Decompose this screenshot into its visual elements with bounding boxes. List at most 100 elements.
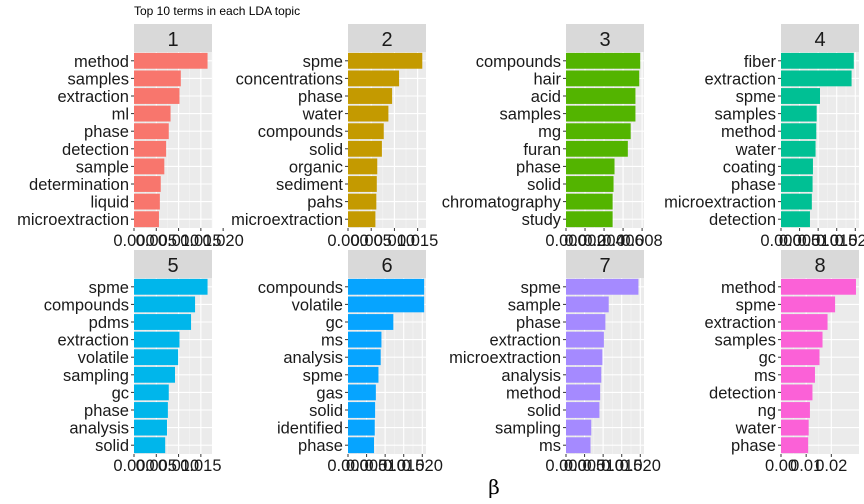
- term-label: detection: [709, 384, 776, 402]
- x-axis-label: β: [488, 475, 500, 499]
- x-tick-label: 0.01: [790, 457, 822, 475]
- bar-water: [781, 140, 816, 157]
- x-tick-label: 0.015: [601, 457, 642, 475]
- bar-extraction: [134, 88, 180, 104]
- bar-liquid: [134, 193, 160, 210]
- term-label: volatile: [292, 296, 343, 314]
- bar-water: [348, 105, 389, 122]
- bar-sample: [566, 296, 609, 313]
- facet-panels: 1methodsamplesextractionmlphasedetection…: [17, 24, 864, 475]
- term-label: water: [735, 420, 777, 438]
- x-tick-label: 0.000: [545, 457, 586, 475]
- facet-strip: [134, 24, 212, 52]
- bar-chromatography: [566, 193, 613, 210]
- bar-microextraction: [134, 211, 159, 228]
- x-tick-label: 0.015: [180, 457, 221, 475]
- term-label: gc: [759, 349, 776, 367]
- x-tick-label: 0.015: [816, 232, 857, 250]
- x-tick-label: 0.000: [113, 457, 154, 475]
- bar-acid: [566, 88, 636, 104]
- bar-analysis: [348, 349, 381, 366]
- term-label: phase: [731, 176, 776, 194]
- x-tick-label: 0.000: [113, 232, 154, 250]
- bar-microextraction: [348, 211, 376, 228]
- bar-phase: [348, 437, 374, 454]
- facet-strip: [781, 24, 859, 52]
- x-tick-label: 0.020: [620, 457, 661, 475]
- term-label: determination: [29, 176, 129, 194]
- bar-compounds: [566, 52, 641, 69]
- x-tick-label: 0.020: [835, 232, 864, 250]
- term-label: organic: [289, 158, 343, 176]
- term-label: spme: [736, 88, 776, 106]
- bar-detection: [134, 140, 167, 157]
- term-label: samples: [68, 70, 129, 88]
- term-label: pdms: [89, 314, 129, 332]
- facet-strip: [134, 250, 212, 278]
- bar-fiber: [781, 52, 854, 69]
- term-label: phase: [84, 123, 129, 141]
- term-label: samples: [500, 106, 561, 124]
- term-label: water: [302, 106, 344, 124]
- term-label: sediment: [276, 176, 343, 194]
- facet-panel-6: 6 compoundsvolatilegcmsanalysisspmegassol…: [258, 250, 443, 475]
- facet-strip: [348, 250, 426, 278]
- term-label: compounds: [476, 53, 561, 71]
- bar-samples: [134, 70, 181, 87]
- facet-strip-label: 6: [381, 255, 392, 277]
- bar-gc: [134, 384, 169, 401]
- facet-strip: [348, 24, 426, 52]
- bar-extraction: [134, 331, 180, 348]
- x-tick-label: 0.000: [327, 232, 368, 250]
- term-label: chromatography: [442, 194, 562, 212]
- term-label: ms: [539, 437, 561, 455]
- facet-panel-7: 7 spmesamplephaseextractionmicroextractio…: [449, 250, 661, 475]
- bar-ng: [781, 402, 810, 418]
- bar-compounds: [348, 278, 425, 295]
- term-label: extraction: [57, 332, 129, 350]
- bar-furan: [566, 140, 628, 157]
- term-label: gc: [326, 314, 343, 332]
- x-tick-label: 0.005: [136, 457, 177, 475]
- term-label: spme: [89, 279, 129, 297]
- bar-analysis: [134, 419, 167, 436]
- x-tick-label: 0.000: [760, 232, 801, 250]
- term-label: furan: [523, 141, 561, 159]
- bar-phase: [781, 437, 809, 454]
- bar-ms: [781, 366, 815, 383]
- bar-water: [781, 419, 809, 436]
- term-label: analysis: [283, 349, 343, 367]
- term-label: coating: [723, 158, 776, 176]
- term-label: spme: [736, 296, 776, 314]
- bar-detection: [781, 211, 810, 228]
- bar-spme: [134, 278, 208, 295]
- facet-panel-5: 5 spmecompoundspdmsextractionvolatilesamp…: [44, 250, 222, 475]
- bar-spme: [348, 52, 423, 69]
- term-label: ms: [754, 367, 776, 385]
- x-tick-label: 0.006: [602, 232, 643, 250]
- bar-solid: [134, 437, 166, 454]
- facet-strip: [781, 250, 859, 278]
- bar-sample: [134, 158, 165, 175]
- bar-sediment: [348, 176, 377, 192]
- term-label: pahs: [307, 194, 343, 212]
- term-label: gc: [112, 384, 129, 402]
- facet-strip-label: 3: [599, 29, 610, 51]
- bar-microextraction: [781, 193, 812, 210]
- chart-title: Top 10 terms in each LDA topic: [134, 4, 300, 18]
- term-label: extraction: [704, 70, 776, 88]
- term-label: phase: [516, 314, 561, 332]
- term-label: solid: [309, 141, 343, 159]
- bar-volatile: [134, 349, 179, 366]
- bar-phase: [566, 158, 615, 175]
- term-label: identified: [277, 420, 343, 438]
- bar-microextraction: [566, 349, 603, 366]
- bar-ms: [348, 331, 382, 348]
- x-tick-label: 0.00: [765, 457, 797, 475]
- term-label: spme: [521, 279, 561, 297]
- term-label: sample: [76, 158, 129, 176]
- x-tick-label: 0.005: [779, 232, 820, 250]
- term-label: solid: [527, 176, 561, 194]
- term-label: phase: [516, 158, 561, 176]
- term-label: water: [735, 141, 777, 159]
